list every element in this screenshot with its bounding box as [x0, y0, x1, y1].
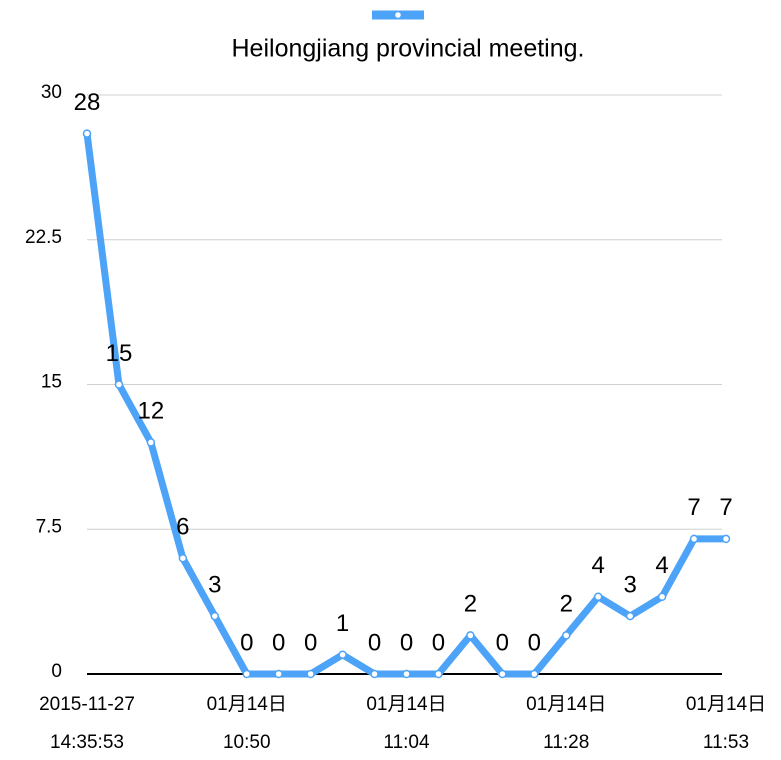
legend-label: Heilongjiang provincial meeting. — [232, 35, 585, 63]
data-label: 2 — [560, 591, 573, 618]
data-label: 4 — [655, 552, 668, 579]
x-tick-label: 01月14日 10:50 — [206, 694, 287, 753]
data-label: 0 — [304, 629, 317, 656]
data-point — [562, 631, 571, 640]
data-point — [593, 592, 603, 602]
data-point — [146, 438, 156, 447]
data-point — [402, 669, 411, 679]
data-point — [306, 669, 315, 679]
data-point — [530, 669, 539, 679]
data-label: 7 — [687, 494, 700, 521]
data-point — [178, 553, 188, 563]
data-point — [721, 534, 731, 544]
data-point — [338, 650, 347, 659]
y-tick-label: 0 — [51, 661, 62, 682]
x-tick-label: 2015-11-27 14:35:53 — [39, 694, 135, 753]
data-label: 3 — [208, 571, 221, 598]
data-label: 0 — [528, 629, 541, 656]
data-label: 0 — [400, 629, 413, 656]
data-point — [274, 669, 283, 679]
data-label: 0 — [240, 629, 253, 656]
data-point — [434, 669, 443, 679]
data-label: 6 — [176, 514, 189, 541]
data-label: 15 — [106, 340, 133, 367]
data-point — [210, 611, 220, 621]
data-label: 0 — [432, 629, 445, 656]
data-label: 1 — [336, 610, 349, 637]
data-point — [689, 534, 699, 544]
data-point — [242, 669, 251, 679]
data-label: 12 — [138, 398, 165, 425]
data-point — [657, 592, 667, 602]
data-label: 3 — [623, 571, 636, 598]
x-tick-label: 01月14日 11:53 — [685, 694, 767, 753]
data-label: 0 — [272, 629, 285, 656]
legend-marker — [393, 10, 403, 20]
data-point — [466, 631, 475, 640]
data-label: 2 — [464, 591, 477, 618]
data-point — [370, 669, 379, 679]
data-point — [498, 669, 507, 679]
y-tick-label: 7.5 — [36, 516, 62, 537]
data-label: 4 — [592, 552, 605, 579]
x-tick-label: 01月14日 11:04 — [366, 694, 447, 753]
y-tick-label: 22.5 — [25, 227, 62, 248]
x-tick-label: 01月14日 11:28 — [526, 694, 607, 753]
data-label: 0 — [368, 629, 381, 656]
data-label: 0 — [496, 629, 509, 656]
y-tick-label: 30 — [41, 82, 62, 103]
data-label: 7 — [719, 494, 732, 521]
data-label: 28 — [74, 89, 101, 116]
data-point — [625, 611, 635, 621]
data-point — [114, 380, 124, 389]
data-point — [82, 129, 92, 138]
y-tick-label: 15 — [41, 372, 62, 393]
